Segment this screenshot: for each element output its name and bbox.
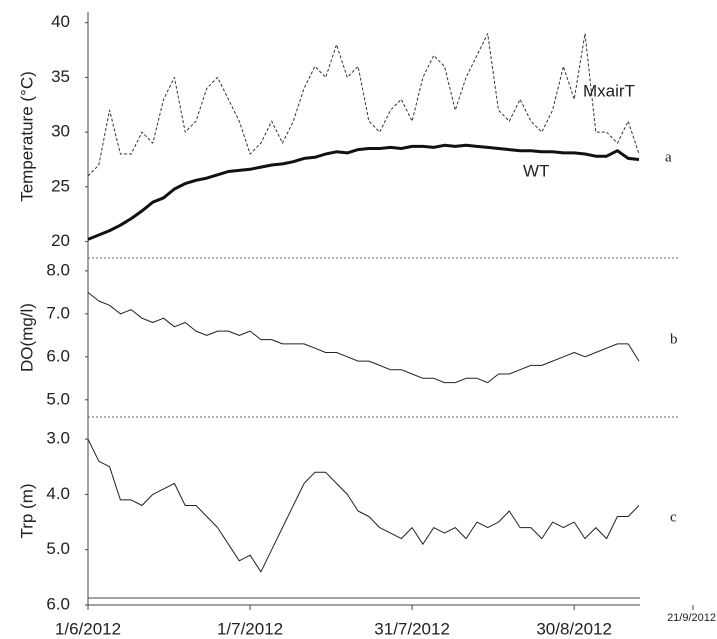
panel-label: c [670, 509, 677, 525]
y-axis-label: Trp (m) [17, 483, 36, 538]
x-tick-label: 30/8/2012 [536, 619, 612, 638]
y-tick-label: 20 [51, 231, 70, 250]
y-tick-label: 25 [51, 176, 70, 195]
y-tick-label: 5.0 [46, 539, 70, 558]
panel-label: a [665, 149, 672, 165]
y-tick-label: 30 [51, 122, 70, 141]
series-label: MxairT [583, 81, 635, 100]
x-tick-label: 21/9/2012 [667, 612, 716, 624]
x-tick-label: 1/7/2012 [217, 619, 283, 638]
data-line [87, 143, 640, 241]
y-tick-label: 7.0 [46, 303, 70, 322]
y-tick-label: 4.0 [46, 484, 70, 503]
y-tick-label: 3.0 [46, 429, 70, 448]
series-label: WT [523, 161, 549, 180]
y-tick-label: 35 [51, 67, 70, 86]
y-tick-label: 6.0 [46, 346, 70, 365]
x-tick-label: 31/7/2012 [374, 619, 450, 638]
y-axis-label: Temperature (°C) [17, 71, 36, 202]
data-line [87, 292, 640, 384]
y-axis-label: DO(mg/l) [17, 303, 36, 372]
y-tick-label: 40 [51, 12, 70, 31]
data-line [87, 438, 640, 573]
y-tick-label: 6.0 [46, 594, 70, 613]
y-tick-label: 5.0 [46, 389, 70, 408]
panel-label: b [670, 331, 678, 347]
x-tick-label: 1/6/2012 [55, 619, 121, 638]
data-line [87, 33, 640, 177]
y-tick-label: 8.0 [46, 260, 70, 279]
